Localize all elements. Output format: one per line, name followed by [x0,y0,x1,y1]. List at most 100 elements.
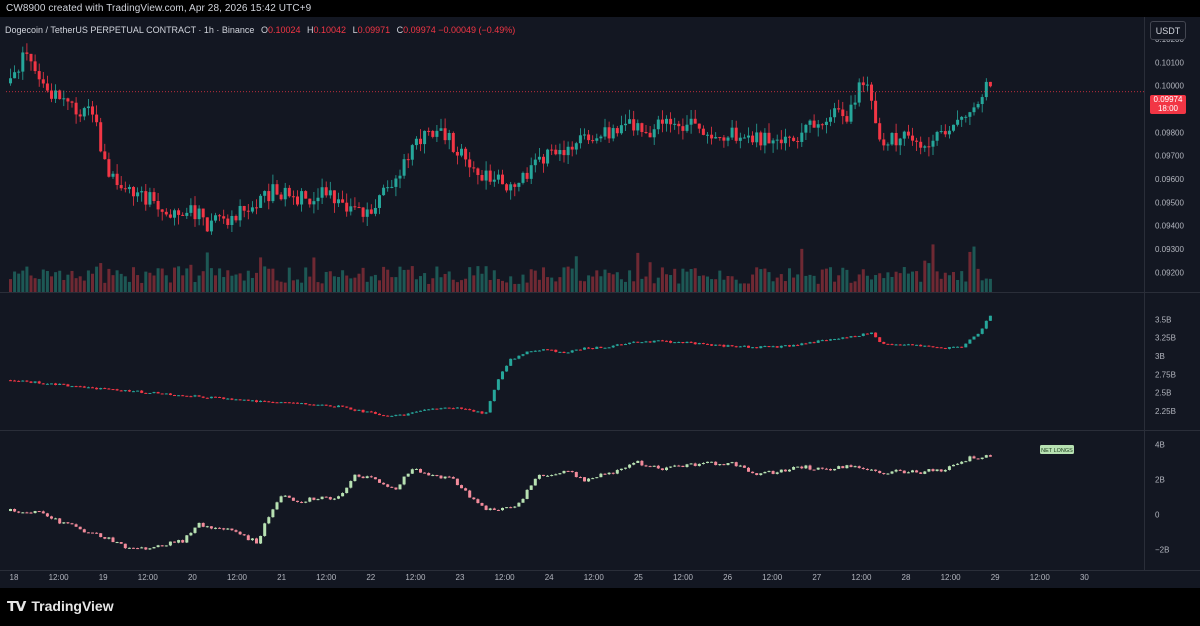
high-value: 0.10042 [313,25,347,35]
indicator2-candle [82,529,86,533]
indicator2-candle [296,500,299,502]
price-candle [537,156,541,160]
volume-bar [111,275,115,292]
indicator1-candle [960,346,964,348]
volume-bar [242,280,246,292]
volume-bar [542,267,545,292]
price-candle [480,175,484,181]
indicator2-candle [37,511,41,513]
tradingview-brand[interactable]: 𝗧𝗩 TradingView [7,597,114,615]
indicator1-candle [829,339,832,341]
volume-bar [419,276,422,292]
volume-bar [99,263,103,292]
price-candle [140,191,144,193]
volume-bar [886,272,890,292]
indicator1-candle [115,389,119,391]
indicator1-candle [726,345,730,347]
indicator1-candle [279,402,283,404]
indicator1-candle [906,344,910,346]
indicator1-candle [320,404,324,406]
price-candle [783,136,787,144]
price-candle [320,187,324,198]
indicator1-candle [234,399,238,401]
indicator2-candle [644,465,648,467]
high-label: H [307,25,314,35]
price-candle [9,78,12,84]
indicator2-candle [423,472,427,474]
volume-bar [267,268,271,292]
volume-bar [841,267,845,292]
indicator2-candle [677,465,681,467]
chart-svg[interactable]: 0.102000.101000.100000.099000.098000.097… [0,17,1200,588]
price-candle [193,205,197,220]
price-candle [632,119,636,131]
indicator2-candle [402,476,406,485]
indicator1-candle [890,344,894,346]
volume-bar [939,278,943,292]
price-candle [492,179,496,182]
price-candle [943,131,947,135]
indicator2-candle [759,473,763,476]
indicator1-candle [160,393,164,395]
indicator1-candle [656,340,660,342]
close-label: C [396,25,404,35]
volume-bar [447,271,451,292]
indicator2-candle [451,477,455,479]
volume-bar [751,274,755,292]
volume-bar [271,268,275,292]
volume-bar [222,277,226,292]
price-candle [255,207,258,209]
price-candle [82,108,86,117]
volume-bar [91,273,94,292]
indicator2-candle [902,470,906,474]
volume-bar [537,279,541,292]
price-candle [558,150,562,155]
indicator1-candle [554,349,558,352]
indicator2-candle [636,460,640,464]
volume-bar [316,282,320,292]
volume-bar [570,268,574,292]
volume-bar [710,279,714,292]
volume-bar [660,267,664,292]
price-candle [505,184,509,191]
volume-bar [984,278,988,292]
price-candle [550,149,554,151]
indicator2-candle [751,471,755,474]
price-candle [341,199,345,203]
indicator1-candle [533,350,537,352]
volume-bar [865,275,869,292]
indicator2-candle [271,509,275,518]
indicator2-candle [193,527,197,533]
volume-bar [529,269,533,292]
currency-unit-button[interactable]: USDT [1150,21,1186,40]
indicator2-candle [816,467,820,470]
chart-area[interactable]: 0.102000.101000.100000.099000.098000.097… [0,17,1200,588]
indicator2-candle [587,478,591,482]
indicator1-candle [406,413,410,416]
indicator2-candle [349,481,353,488]
volume-bar [414,279,418,292]
price-candle [939,131,943,133]
price-scale-tick: 2.25B [1155,407,1176,416]
indicator2-candle [669,466,673,468]
volume-bar [669,275,673,292]
indicator1-candle [394,414,398,416]
indicator2-candle [156,545,160,548]
price-candle [980,97,984,105]
indicator2-candle [324,496,328,498]
price-candle [156,200,160,210]
indicator1-candle [152,392,156,394]
volume-bar [464,278,468,292]
price-candle [398,175,402,179]
indicator2-candle [607,472,611,475]
net-longs-badge [1040,445,1074,454]
volume-bar [398,266,402,292]
volume-bar [127,281,131,292]
volume-bar [792,277,796,292]
price-candle [689,118,693,125]
volume-bar [324,271,328,292]
volume-bar [730,276,734,292]
volume-bar [37,278,41,292]
price-candle [132,187,135,197]
indicator1-candle [291,402,295,404]
